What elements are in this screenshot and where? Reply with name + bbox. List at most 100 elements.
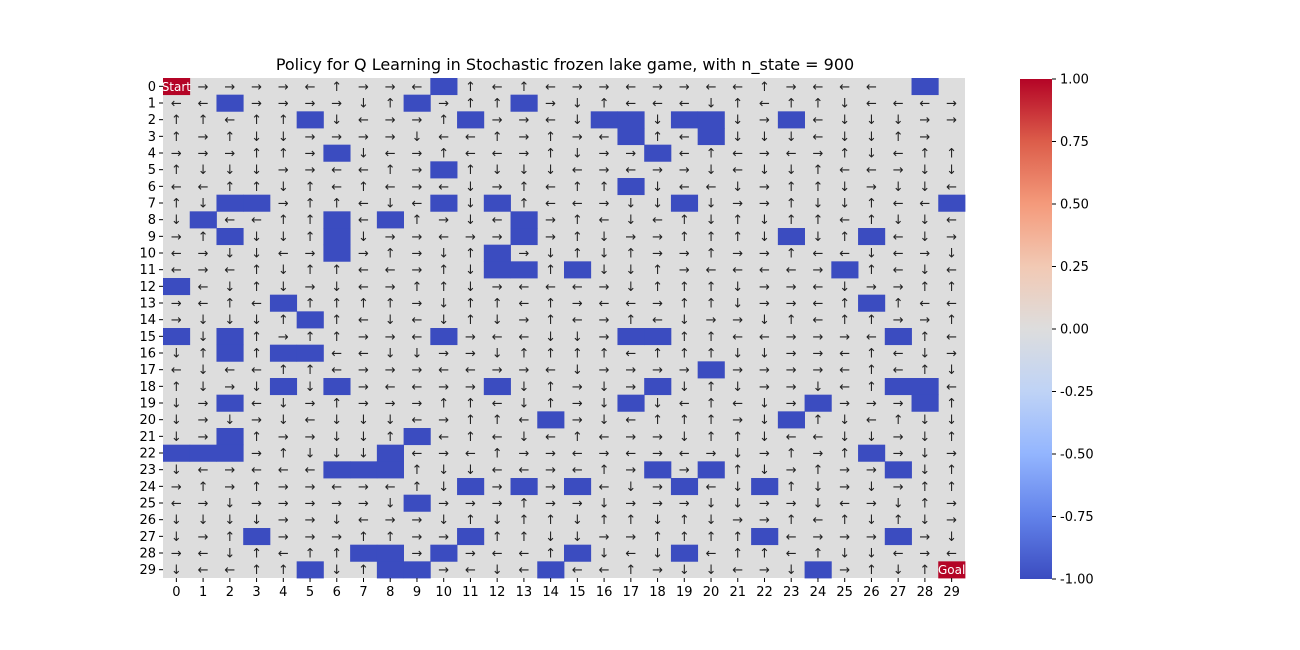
policy-arrow: → (919, 547, 930, 562)
policy-arrow: ← (652, 213, 663, 228)
policy-arrow: ← (893, 230, 904, 245)
policy-arrow: ← (893, 363, 904, 378)
policy-arrow: → (465, 497, 476, 512)
policy-arrow: ← (599, 430, 610, 445)
policy-arrow: ↓ (358, 230, 369, 245)
policy-arrow: ↑ (706, 430, 717, 445)
policy-arrow: ↓ (171, 397, 182, 412)
policy-arrow: ↓ (599, 230, 610, 245)
policy-arrow: → (465, 330, 476, 345)
policy-arrow: ↓ (732, 130, 743, 145)
policy-arrow: ← (492, 430, 503, 445)
policy-arrow: ← (893, 547, 904, 562)
hole-cell (697, 361, 725, 379)
x-tick-label: 19 (676, 585, 693, 600)
policy-arrow: ← (278, 547, 289, 562)
hole-cell (216, 428, 244, 446)
policy-arrow: ← (813, 247, 824, 262)
policy-arrow: ← (946, 380, 957, 395)
policy-arrow: ← (679, 147, 690, 162)
policy-arrow: ← (492, 80, 503, 95)
policy-arrow: ↑ (893, 513, 904, 528)
policy-arrow: ← (198, 97, 209, 112)
policy-arrow: → (652, 163, 663, 178)
policy-arrow: ↑ (171, 113, 182, 128)
policy-arrow: ↓ (545, 330, 556, 345)
policy-arrow: → (572, 130, 583, 145)
policy-arrow: ← (492, 330, 503, 345)
policy-arrow: ↑ (599, 97, 610, 112)
policy-arrow: ← (599, 563, 610, 578)
policy-arrow: → (198, 413, 209, 428)
policy-arrow: → (946, 447, 957, 462)
policy-arrow: ← (866, 80, 877, 95)
hole-cell (350, 544, 378, 562)
policy-arrow: ↓ (732, 347, 743, 362)
policy-arrow: ← (171, 180, 182, 195)
policy-arrow: ← (358, 263, 369, 278)
x-tick-label: 18 (649, 585, 666, 600)
policy-arrow: → (946, 113, 957, 128)
policy-arrow: ↑ (412, 280, 423, 295)
hole-cell (644, 378, 672, 396)
policy-arrow: → (599, 147, 610, 162)
policy-arrow: ↑ (331, 313, 342, 328)
hole-cell (537, 561, 565, 579)
policy-arrow: ↓ (839, 130, 850, 145)
policy-arrow: → (171, 230, 182, 245)
x-tick-label: 29 (943, 585, 960, 600)
policy-arrow: ↓ (278, 180, 289, 195)
policy-arrow: ↓ (438, 513, 449, 528)
policy-arrow: ↓ (438, 480, 449, 495)
policy-arrow: ↑ (866, 347, 877, 362)
policy-arrow: ↑ (251, 263, 262, 278)
policy-arrow: → (518, 147, 529, 162)
hole-cell (831, 261, 859, 279)
policy-arrow: ← (946, 330, 957, 345)
hole-cell (323, 461, 351, 479)
hole-cell (563, 261, 592, 279)
hole-cell (777, 228, 805, 246)
hole-cell (376, 544, 404, 562)
policy-arrow: ↑ (946, 397, 957, 412)
policy-arrow: ← (518, 563, 529, 578)
policy-arrow: ← (545, 180, 556, 195)
policy-arrow: → (786, 347, 797, 362)
policy-arrow: ↑ (545, 397, 556, 412)
policy-arrow: ← (599, 480, 610, 495)
policy-arrow: ↓ (919, 230, 930, 245)
hole-cell (323, 378, 351, 396)
policy-arrow: ↑ (813, 463, 824, 478)
policy-arrow: ↑ (251, 180, 262, 195)
policy-arrow: → (759, 197, 770, 212)
policy-arrow: → (759, 363, 770, 378)
policy-arrow: ↑ (251, 330, 262, 345)
policy-arrow: ↓ (331, 280, 342, 295)
policy-arrow: ↓ (706, 513, 717, 528)
policy-arrow: → (679, 247, 690, 262)
policy-arrow: → (492, 497, 503, 512)
hole-cell (617, 328, 645, 346)
policy-arrow: ← (198, 297, 209, 312)
hole-cell (884, 461, 912, 479)
policy-arrow: ← (198, 463, 209, 478)
policy-arrow: ↓ (919, 180, 930, 195)
colorbar-tick-label: 0.25 (1060, 260, 1089, 275)
policy-arrow: ↑ (545, 547, 556, 562)
policy-arrow: ← (599, 213, 610, 228)
policy-arrow: ↓ (518, 430, 529, 445)
policy-arrow: ← (813, 513, 824, 528)
policy-arrow: → (759, 113, 770, 128)
policy-arrow: ↑ (305, 197, 316, 212)
hole-cell (884, 328, 912, 346)
policy-arrow: ↑ (732, 97, 743, 112)
policy-arrow: ← (839, 380, 850, 395)
policy-arrow: → (385, 80, 396, 95)
policy-arrow: ↑ (599, 347, 610, 362)
policy-arrow: ← (732, 397, 743, 412)
policy-arrow: ↓ (251, 313, 262, 328)
hole-cell (403, 94, 431, 112)
policy-arrow: ↑ (198, 230, 209, 245)
policy-arrow: → (412, 230, 423, 245)
